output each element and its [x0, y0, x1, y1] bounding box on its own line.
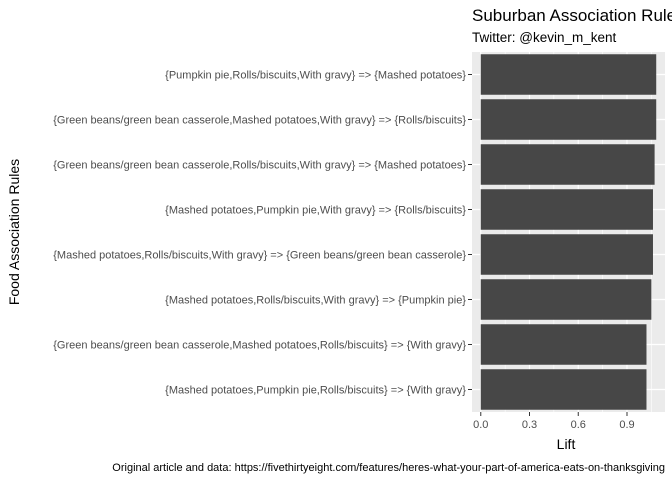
bar [480, 369, 647, 410]
y-tick-labels: {Pumpkin pie,Rolls/biscuits,With gravy} … [53, 70, 472, 397]
chart-subtitle: Twitter: @kevin_m_kent [472, 30, 617, 45]
x-axis-title: Lift [557, 436, 576, 452]
x-tick-label: 0.0 [473, 419, 488, 431]
x-ticks: 0.0 0.3 0.6 0.9 [473, 412, 635, 431]
y-tick-label: {Green beans/green bean casserole,Rolls/… [53, 160, 466, 172]
bar [480, 144, 655, 185]
chart-title: Suburban Association Rules [472, 6, 672, 25]
caption: Original article and data: https://fivet… [112, 462, 665, 474]
y-axis-title: Food Association Rules [6, 159, 22, 305]
y-tick-label: {Pumpkin pie,Rolls/biscuits,With gravy} … [165, 70, 466, 82]
y-tick-label: {Mashed potatoes,Rolls/biscuits,With gra… [165, 295, 466, 307]
bar [480, 54, 657, 95]
bar [480, 279, 652, 320]
y-tick-label: {Green beans/green bean casserole,Mashed… [53, 340, 466, 352]
y-tick-label: {Green beans/green bean casserole,Mashed… [53, 115, 466, 127]
bar [480, 99, 657, 140]
bar [480, 234, 653, 275]
bar [480, 324, 647, 365]
y-tick-label: {Mashed potatoes,Rolls/biscuits,With gra… [53, 250, 466, 262]
bars [480, 54, 657, 410]
bar [480, 189, 653, 230]
x-tick-label: 0.3 [522, 419, 537, 431]
y-tick-label: {Mashed potatoes,Pumpkin pie,With gravy}… [165, 205, 466, 217]
x-tick-label: 0.9 [619, 419, 634, 431]
x-tick-label: 0.6 [571, 419, 586, 431]
y-tick-label: {Mashed potatoes,Pumpkin pie,Rolls/biscu… [165, 385, 466, 397]
